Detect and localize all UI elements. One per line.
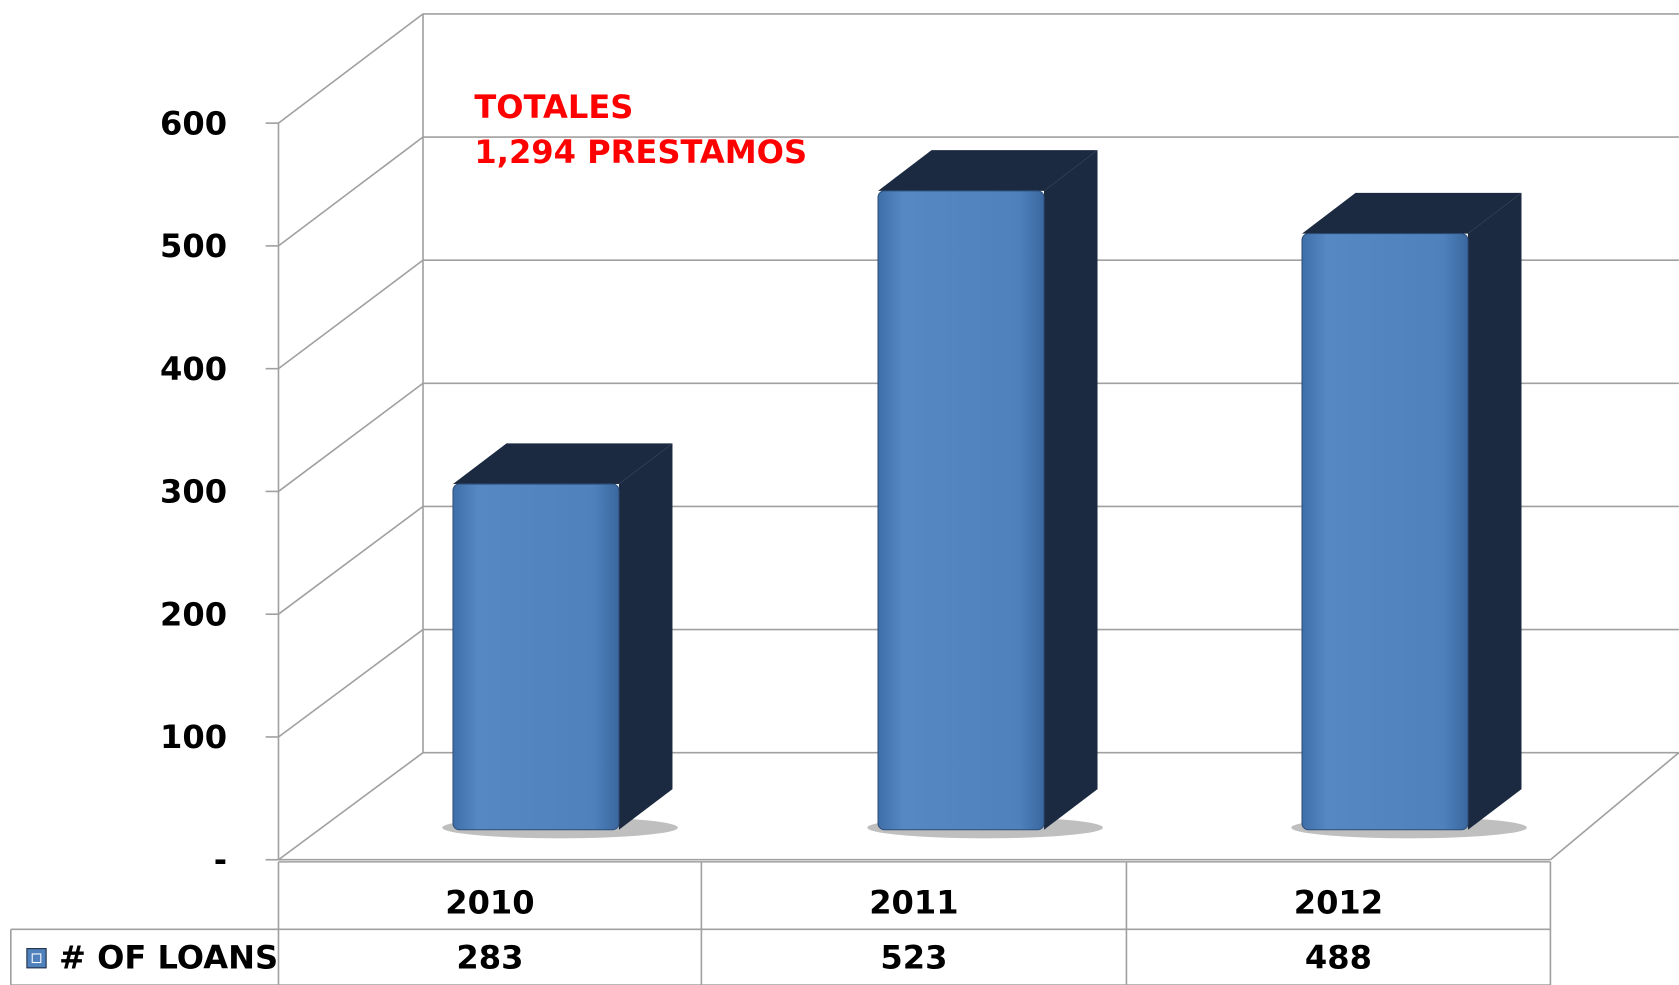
bar-front [452,483,620,831]
bar-side [1043,150,1098,830]
bar [442,443,678,839]
y-tick-label: 100 [160,718,227,756]
grid-line [277,382,424,493]
bar-top [1302,192,1522,234]
x-tick-label: 2011 [869,884,958,922]
legend-swatch [26,948,47,969]
grid-line [277,136,424,247]
floor-edge [1549,752,1679,861]
y-tick-label: 300 [160,473,227,511]
annotation: 1,294 PRESTAMOS [474,133,807,171]
bar-top [878,150,1098,191]
bar-top [452,443,673,485]
y-tick-label: 600 [160,104,227,142]
x-tick-label: 2010 [445,884,534,922]
bar-front [877,190,1045,831]
y-tick-label: 200 [160,595,227,633]
grid-line [277,628,424,738]
bar-side [1467,192,1522,830]
bar [867,150,1103,839]
legend-label: # OF LOANS [59,938,278,976]
y-tick-label: - [214,841,227,879]
grid-line [277,259,424,370]
bar [1291,192,1527,839]
value-label: 488 [1305,938,1372,976]
grid-line [278,752,424,861]
value-label: 283 [456,938,523,976]
legend-swatch-inner [31,953,42,964]
data-table: 2010 283 2011 523 2012 488 # OF LOANS [10,861,1552,985]
bars [442,150,1527,839]
y-tick-label: 500 [160,227,227,265]
bar-side [618,443,673,830]
value-label: 523 [880,938,947,976]
grid-line [277,505,424,615]
grid-line [277,13,424,124]
x-tick-label: 2012 [1294,884,1383,922]
annotation: TOTALES [474,88,633,126]
bar-front [1301,233,1469,831]
y-tick-label: 400 [160,350,227,388]
